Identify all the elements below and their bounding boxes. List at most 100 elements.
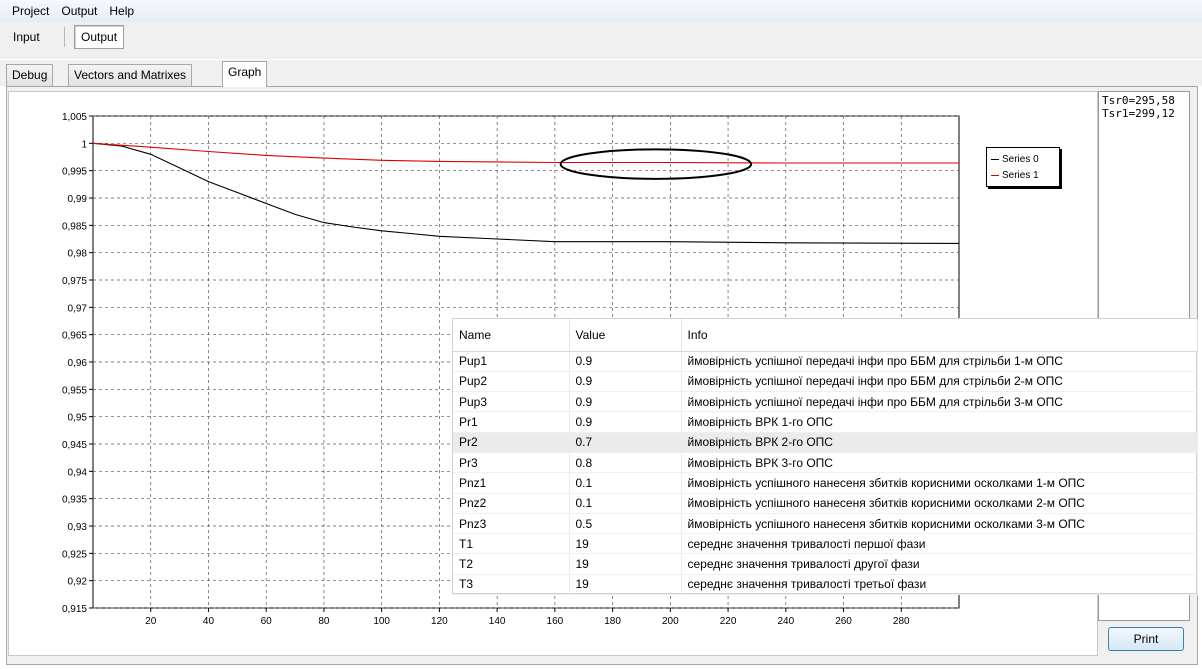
y-tick-label: 0,92 [68, 577, 88, 588]
x-tick-label: 40 [203, 616, 215, 627]
cell-info: ймовірність успішної передачі інфи про Б… [681, 371, 1198, 393]
table-row[interactable]: Pnz1 0.1 ймовірність успішного нанесеня зб… [453, 472, 1198, 494]
cell-value: 0.1 [569, 493, 682, 514]
y-tick-label: 0,955 [62, 385, 87, 396]
cell-name: Pr2 [453, 432, 570, 453]
tab-graph[interactable]: Graph [222, 61, 268, 87]
cell-info: ймовірність ВРК 1-го ОПС [681, 411, 1198, 433]
x-tick-label: 160 [547, 616, 564, 627]
x-tick-label: 60 [261, 616, 273, 627]
table-row[interactable]: Pnz3 0.5 ймовірність успішного нанесеня зб… [453, 513, 1198, 535]
cell-info: ймовірність ВРК 3-го ОПС [681, 452, 1198, 474]
tab-strip: Debug Vectors and Matrixes Graph [0, 60, 1202, 87]
cell-value: 0.9 [569, 411, 682, 433]
cell-info: середнє значення тривалості другої фази [681, 553, 1198, 575]
y-tick-label: 1 [81, 139, 87, 150]
table-row[interactable]: Pr3 0.8 ймовірність ВРК 3-го ОПС [453, 452, 1198, 474]
x-tick-label: 260 [835, 616, 852, 627]
y-tick-label: 0,985 [62, 221, 87, 232]
cell-name: Pup2 [453, 371, 570, 393]
y-tick-label: 1,005 [62, 112, 87, 123]
y-tick-label: 0,94 [68, 467, 88, 478]
table-header-row: Name Value Info [453, 319, 1198, 352]
legend-entry-series-0: Series 0 [991, 151, 1055, 167]
tab-debug[interactable]: Debug [6, 64, 54, 86]
menu-bar: Project Output Help [0, 0, 1202, 22]
table-row[interactable]: T2 19 середнє значення тривалості другої ф… [453, 553, 1198, 575]
menu-help[interactable]: Help [109, 4, 135, 18]
toolbar: Input Output [0, 22, 1202, 60]
menu-output[interactable]: Output [61, 4, 98, 18]
cell-name: T3 [453, 574, 570, 596]
cell-value: 19 [569, 533, 682, 555]
legend-label-series-1: Series 1 [1002, 169, 1039, 181]
x-tick-label: 220 [720, 616, 737, 627]
y-tick-label: 0,935 [62, 495, 87, 506]
cell-info: ймовірність успішної передачі інфи про Б… [681, 391, 1198, 413]
cell-value: 0.7 [569, 432, 682, 453]
cell-info: ймовірність успішного нанесеня збитків к… [681, 472, 1198, 494]
cell-name: Pup3 [453, 391, 570, 413]
output-button[interactable]: Output [74, 25, 125, 49]
x-tick-label: 280 [893, 616, 910, 627]
table-row[interactable]: Pup2 0.9 ймовірність успішної передачі інф… [453, 371, 1198, 393]
input-button[interactable]: Input [13, 30, 40, 44]
print-button[interactable]: Print [1108, 627, 1184, 651]
cell-info: ймовірність успішної передачі інфи про Б… [681, 351, 1198, 372]
cell-value: 0.1 [569, 472, 682, 494]
x-tick-label: 140 [489, 616, 506, 627]
table-row[interactable]: Pr1 0.9 ймовірність ВРК 1-го ОПС [453, 411, 1198, 433]
cell-info: середнє значення тривалості третьої фази [681, 574, 1198, 596]
highlight-ellipse [559, 148, 753, 180]
y-tick-label: 0,93 [68, 522, 88, 533]
cell-value: 19 [569, 553, 682, 575]
cell-name: Pr3 [453, 452, 570, 474]
cell-value: 0.9 [569, 391, 682, 413]
cell-name: Pup1 [453, 351, 570, 372]
x-tick-label: 240 [777, 616, 794, 627]
cell-name: Pnz3 [453, 513, 570, 535]
toolbar-separator [64, 27, 65, 47]
y-tick-label: 0,945 [62, 440, 87, 451]
y-tick-label: 0,965 [62, 331, 87, 342]
table-row[interactable]: Pnz2 0.1 ймовірність успішного нанесеня зб… [453, 493, 1198, 514]
table-row[interactable]: Pup1 0.9 ймовірність успішної передачі інф… [453, 351, 1198, 372]
cell-value: 0.9 [569, 351, 682, 372]
y-tick-label: 0,96 [68, 358, 88, 369]
x-tick-label: 200 [662, 616, 679, 627]
cell-name: T2 [453, 553, 570, 575]
y-tick-label: 0,99 [68, 194, 88, 205]
y-tick-label: 0,915 [62, 604, 87, 615]
table-row[interactable]: T1 19 середнє значення тривалості першої ф… [453, 533, 1198, 555]
x-tick-label: 180 [604, 616, 621, 627]
tsr0-value: Tsr0=295,58 [1102, 94, 1175, 107]
table-row[interactable]: T3 19 середнє значення тривалості третьої … [453, 574, 1198, 596]
column-header-value[interactable]: Value [569, 319, 682, 352]
table-row[interactable]: Pr2 0.7 ймовірність ВРК 2-го ОПС [453, 432, 1198, 453]
tab-vectors-and-matrixes[interactable]: Vectors and Matrixes [68, 64, 193, 86]
series-line-1 [92, 142, 959, 164]
y-tick-label: 0,975 [62, 276, 87, 287]
y-tick-label: 0,95 [68, 413, 88, 424]
legend-swatch-series-1 [991, 174, 999, 176]
cell-name: T1 [453, 533, 570, 555]
chart-legend: Series 0 Series 1 [986, 147, 1060, 187]
cell-value: 19 [569, 574, 682, 596]
menu-project[interactable]: Project [12, 4, 50, 18]
table-row[interactable]: Pup3 0.9 ймовірність успішної передачі інф… [453, 391, 1198, 413]
tsr1-value: Tsr1=299,12 [1102, 107, 1175, 120]
cell-name: Pnz2 [453, 493, 570, 514]
cell-name: Pnz1 [453, 472, 570, 494]
column-header-name[interactable]: Name [453, 319, 570, 352]
cell-value: 0.8 [569, 452, 682, 474]
legend-swatch-series-0 [991, 158, 999, 160]
y-tick-label: 0,995 [62, 167, 87, 178]
x-tick-label: 80 [318, 616, 330, 627]
y-tick-label: 0,97 [68, 303, 88, 314]
cell-value: 0.9 [569, 371, 682, 393]
parameters-table: Name Value Info Pup1 0.9 ймовірність успіш… [452, 318, 1198, 596]
x-tick-label: 20 [145, 616, 157, 627]
column-header-info[interactable]: Info [681, 319, 1198, 352]
y-tick-label: 0,925 [62, 549, 87, 560]
legend-entry-series-1: Series 1 [991, 167, 1055, 183]
